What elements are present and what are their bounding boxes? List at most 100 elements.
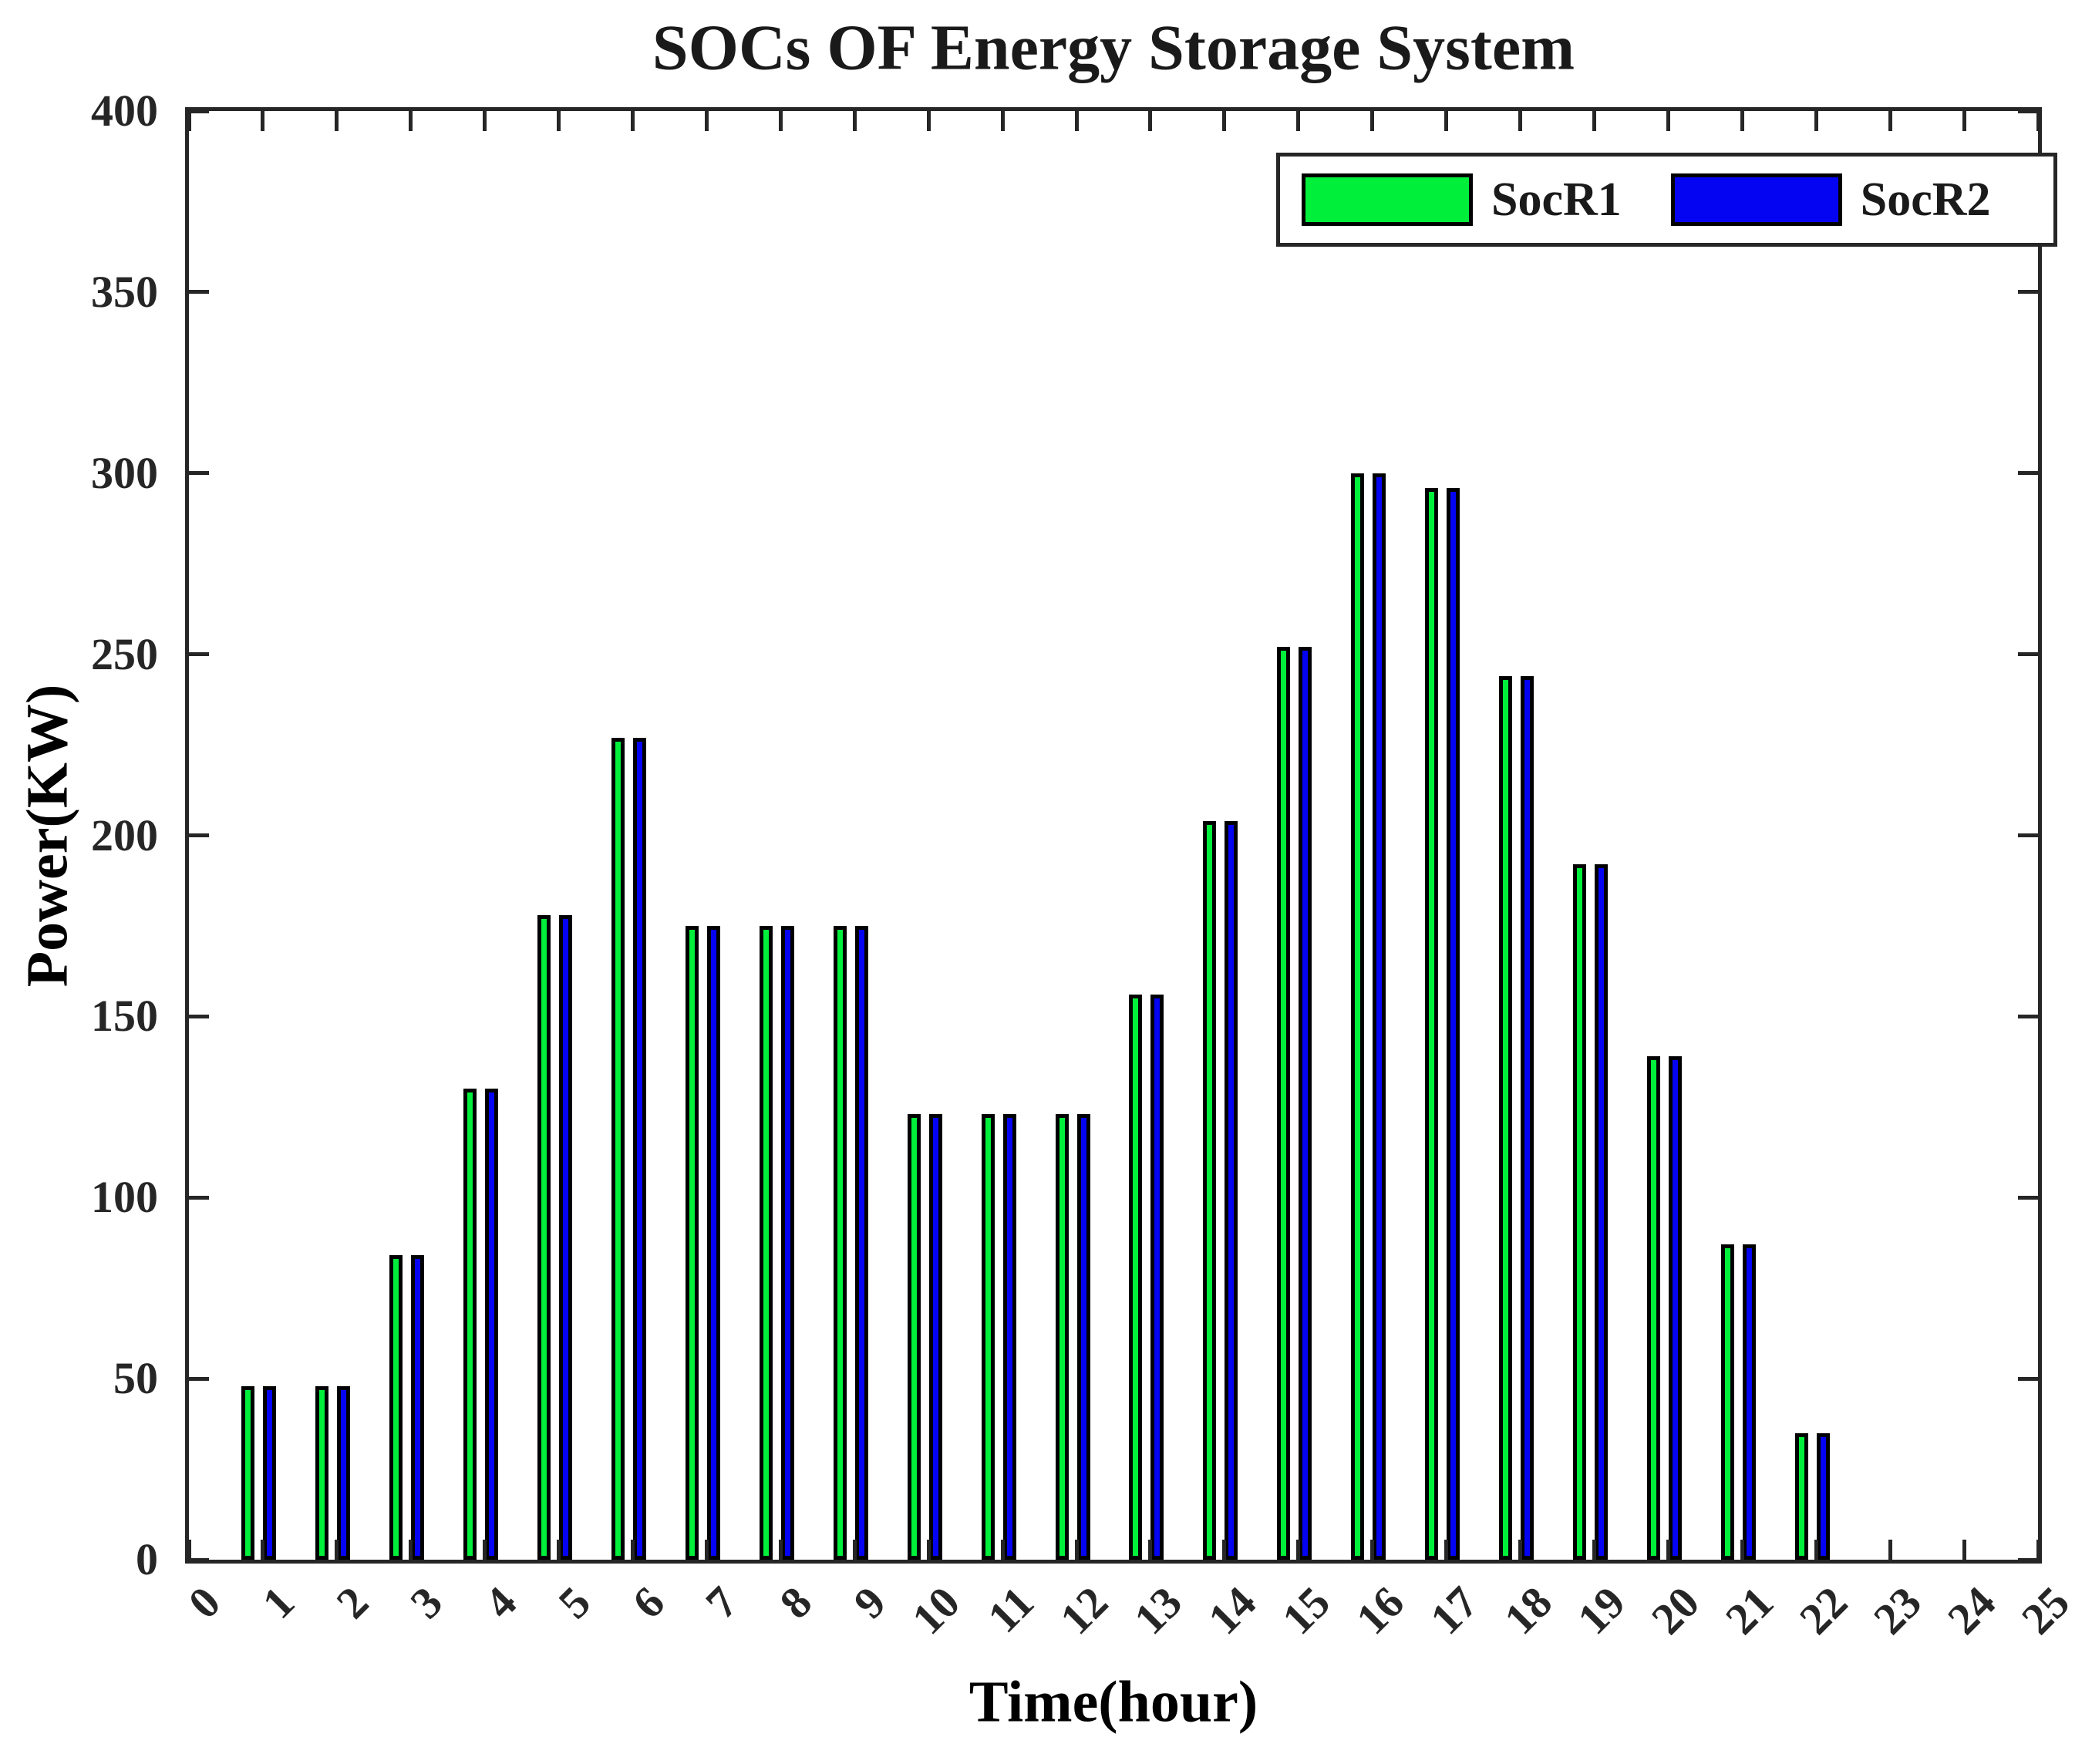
x-tick-top-19	[1592, 111, 1596, 131]
bar-socr2-hour-16	[1373, 473, 1386, 1560]
x-tick-label-16: 16	[1346, 1577, 1413, 1644]
x-tick-top-21	[1740, 111, 1744, 131]
bar-socr1-hour-19	[1572, 864, 1586, 1560]
plot-area	[185, 107, 2042, 1564]
x-tick-label-17: 17	[1420, 1577, 1487, 1644]
bar-socr2-hour-14	[1225, 820, 1238, 1560]
bar-socr1-hour-18	[1499, 675, 1513, 1560]
bar-socr2-hour-18	[1521, 675, 1534, 1560]
bar-socr1-hour-20	[1646, 1056, 1660, 1560]
bar-socr2-hour-3	[411, 1255, 425, 1560]
x-tick-label-2: 2	[326, 1577, 378, 1628]
x-tick-bottom-0	[187, 1540, 191, 1560]
bar-socr1-hour-15	[1277, 647, 1291, 1560]
bar-socr1-hour-8	[759, 925, 773, 1560]
y-tick-right-50	[2018, 1376, 2038, 1381]
legend-swatch-socr1	[1302, 173, 1473, 226]
y-tick-label-100: 100	[91, 1172, 158, 1223]
x-tick-top-15	[1296, 111, 1301, 131]
x-tick-top-8	[778, 111, 783, 131]
x-tick-top-9	[852, 111, 857, 131]
bar-socr2-hour-8	[780, 925, 794, 1560]
x-tick-label-22: 22	[1790, 1577, 1858, 1644]
x-tick-label-4: 4	[474, 1577, 526, 1628]
x-tick-bottom-19	[1592, 1540, 1596, 1560]
y-tick-left-250	[189, 652, 209, 657]
x-tick-bottom-21	[1740, 1540, 1744, 1560]
y-tick-left-150	[189, 1014, 209, 1018]
y-tick-right-200	[2018, 833, 2038, 837]
x-tick-label-12: 12	[1050, 1577, 1118, 1644]
y-tick-right-100	[2018, 1195, 2038, 1200]
x-tick-label-20: 20	[1642, 1577, 1710, 1644]
x-tick-top-2	[335, 111, 339, 131]
x-tick-bottom-25	[2036, 1540, 2040, 1560]
x-tick-top-6	[631, 111, 635, 131]
bar-socr1-hour-22	[1794, 1432, 1808, 1560]
y-tick-right-150	[2018, 1014, 2038, 1018]
bar-socr1-hour-17	[1425, 487, 1439, 1560]
y-tick-left-50	[189, 1376, 209, 1381]
bar-socr1-hour-16	[1351, 473, 1365, 1560]
y-tick-label-350: 350	[91, 266, 158, 317]
bar-socr2-hour-10	[928, 1114, 942, 1560]
bar-socr1-hour-12	[1055, 1114, 1069, 1560]
bar-socr1-hour-1	[241, 1385, 255, 1560]
x-tick-bottom-17	[1444, 1540, 1449, 1560]
x-tick-top-0	[187, 111, 191, 131]
x-tick-top-10	[926, 111, 931, 131]
x-tick-bottom-18	[1518, 1540, 1523, 1560]
y-tick-right-350	[2018, 290, 2038, 295]
x-tick-top-24	[1962, 111, 1966, 131]
x-tick-top-11	[1000, 111, 1005, 131]
x-tick-bottom-22	[1814, 1540, 1818, 1560]
bar-socr2-hour-5	[559, 914, 573, 1560]
bar-socr1-hour-10	[907, 1114, 921, 1560]
x-tick-bottom-10	[926, 1540, 931, 1560]
chart-title: SOCs OF Energy Storage System	[652, 12, 1575, 84]
x-tick-bottom-7	[704, 1540, 709, 1560]
x-tick-bottom-11	[1000, 1540, 1005, 1560]
x-tick-label-8: 8	[770, 1577, 822, 1628]
x-tick-top-16	[1370, 111, 1375, 131]
bar-socr2-hour-9	[854, 925, 868, 1560]
x-tick-label-14: 14	[1198, 1577, 1266, 1644]
y-tick-left-350	[189, 290, 209, 295]
bar-socr1-hour-6	[611, 737, 625, 1560]
x-tick-label-15: 15	[1272, 1577, 1339, 1644]
x-tick-bottom-16	[1370, 1540, 1375, 1560]
x-tick-bottom-9	[852, 1540, 857, 1560]
x-tick-bottom-12	[1074, 1540, 1079, 1560]
x-tick-bottom-14	[1222, 1540, 1227, 1560]
bar-socr1-hour-21	[1720, 1244, 1734, 1560]
y-tick-right-0	[2018, 1557, 2038, 1562]
x-tick-label-21: 21	[1716, 1577, 1784, 1644]
x-tick-top-7	[704, 111, 709, 131]
bar-socr1-hour-13	[1129, 995, 1143, 1560]
y-tick-left-100	[189, 1195, 209, 1200]
x-tick-label-0: 0	[178, 1577, 231, 1628]
x-tick-label-1: 1	[252, 1577, 305, 1628]
x-tick-bottom-24	[1962, 1540, 1966, 1560]
y-tick-label-400: 400	[91, 86, 158, 136]
legend: SocR1 SocR2	[1276, 153, 2057, 247]
x-tick-label-19: 19	[1568, 1577, 1636, 1644]
y-tick-right-300	[2018, 471, 2038, 476]
x-tick-label-23: 23	[1864, 1577, 1932, 1644]
bar-socr2-hour-20	[1668, 1056, 1682, 1560]
bar-socr2-hour-12	[1076, 1114, 1090, 1560]
bar-socr2-hour-11	[1002, 1114, 1016, 1560]
bar-socr1-hour-9	[833, 925, 847, 1560]
bar-socr2-hour-21	[1742, 1244, 1756, 1560]
y-tick-label-0: 0	[136, 1534, 158, 1584]
x-tick-bottom-1	[261, 1540, 265, 1560]
legend-label-socr1: SocR1	[1491, 173, 1622, 226]
x-tick-label-7: 7	[696, 1577, 748, 1628]
x-tick-top-1	[261, 111, 265, 131]
x-tick-top-17	[1444, 111, 1449, 131]
bar-socr1-hour-3	[389, 1255, 403, 1560]
y-tick-label-300: 300	[91, 447, 158, 498]
x-tick-bottom-23	[1888, 1540, 1892, 1560]
y-tick-left-300	[189, 471, 209, 476]
bar-socr1-hour-7	[685, 925, 699, 1560]
